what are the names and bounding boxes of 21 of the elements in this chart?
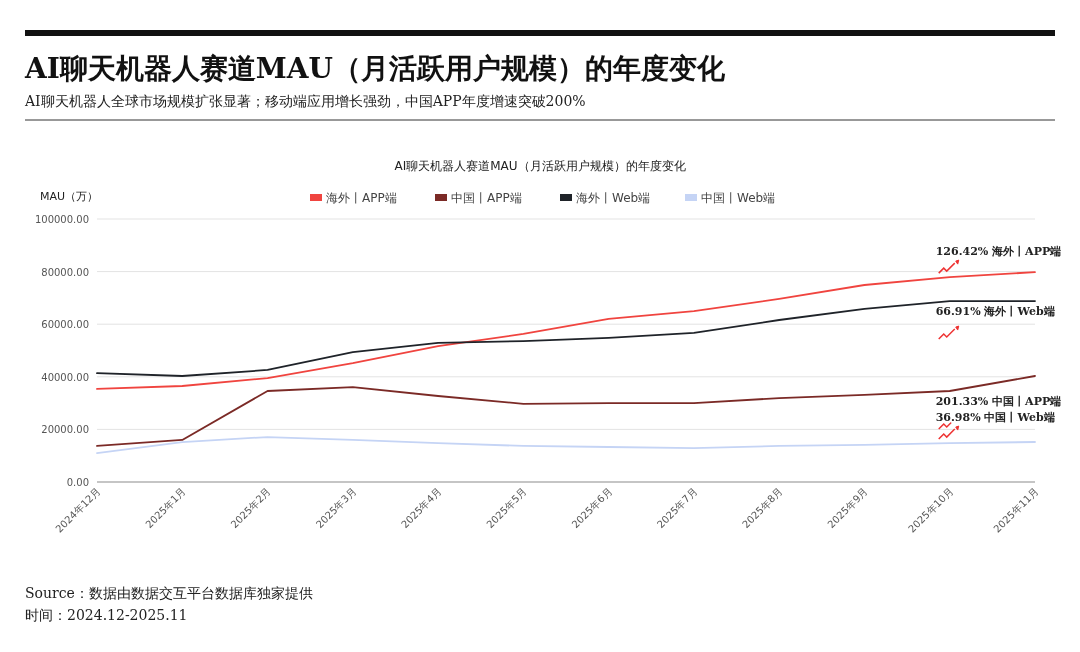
annotation: 201.33% 中国丨APP端 — [935, 395, 1062, 408]
y-axis-title: MAU（万） — [40, 190, 99, 203]
y-tick-label: 100000.00 — [34, 214, 89, 225]
line-series — [96, 436, 1036, 454]
source-note: Source：数据由数据交互平台数据库独家提供 — [25, 585, 313, 601]
annotation: 126.42% 海外丨APP端 — [935, 245, 1062, 259]
chart-title: AI聊天机器人赛道MAU（月活跃用户规模）的年度变化 — [24, 52, 726, 85]
y-tick-label: 0.00 — [66, 477, 89, 488]
legend-label: 海外丨APP端 — [326, 191, 397, 205]
chart-subtitle: AI聊天机器人全球市场规模扩张显著；移动端应用增长强劲，中国APP年度增速突破200% — [24, 93, 586, 109]
text: 时间：2024.12-2025.11 — [25, 607, 188, 623]
y-tick-label: 40000.00 — [41, 371, 89, 383]
legend-label: 中国丨Web端 — [701, 191, 776, 205]
text: AI聊天机器人赛道MAU（月活跃用户规模）的年度变化 — [394, 159, 686, 173]
y-tick-label: 80000.00 — [41, 266, 89, 278]
legend-label: 中国丨APP端 — [451, 191, 522, 205]
annotation: 36.98% 中国丨Web端 — [935, 411, 1055, 425]
annotation: 66.91% 海外丨Web端 — [935, 305, 1055, 319]
y-tick-label: 60000.00 — [41, 319, 89, 331]
y-tick-label: 20000.00 — [41, 424, 89, 436]
legend-label: 海外丨Web端 — [576, 191, 651, 205]
